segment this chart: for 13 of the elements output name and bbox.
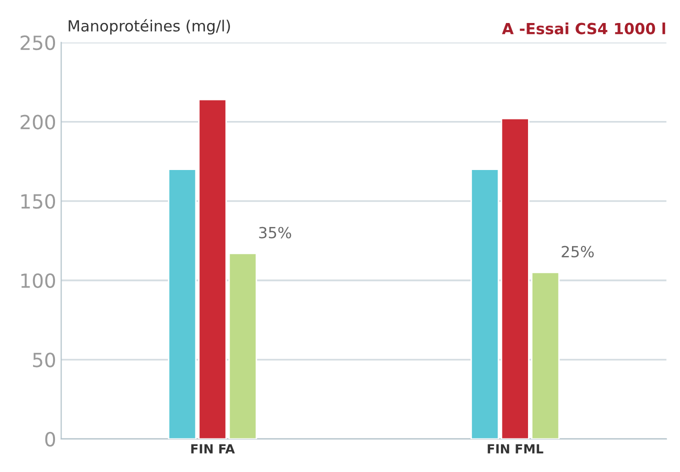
annotation: 35% <box>259 226 292 238</box>
x-tick-label: FIN FA <box>191 444 235 454</box>
y-tick-label: 0 <box>45 432 56 447</box>
y-axis-title: Manoprotéines (mg/l) <box>68 19 230 35</box>
bar <box>470 168 500 439</box>
y-tick-label: 200 <box>20 114 56 130</box>
y-tick-label: 100 <box>21 273 56 288</box>
y-tick-label: 250 <box>20 35 56 50</box>
annotation: 25% <box>562 246 594 258</box>
x-tick-label: FIN FML <box>488 444 544 454</box>
y-tick-label: 50 <box>33 352 56 368</box>
y-tick-label: 150 <box>21 194 56 209</box>
chart-title: A -Essai CS4 1000 l <box>502 22 666 34</box>
